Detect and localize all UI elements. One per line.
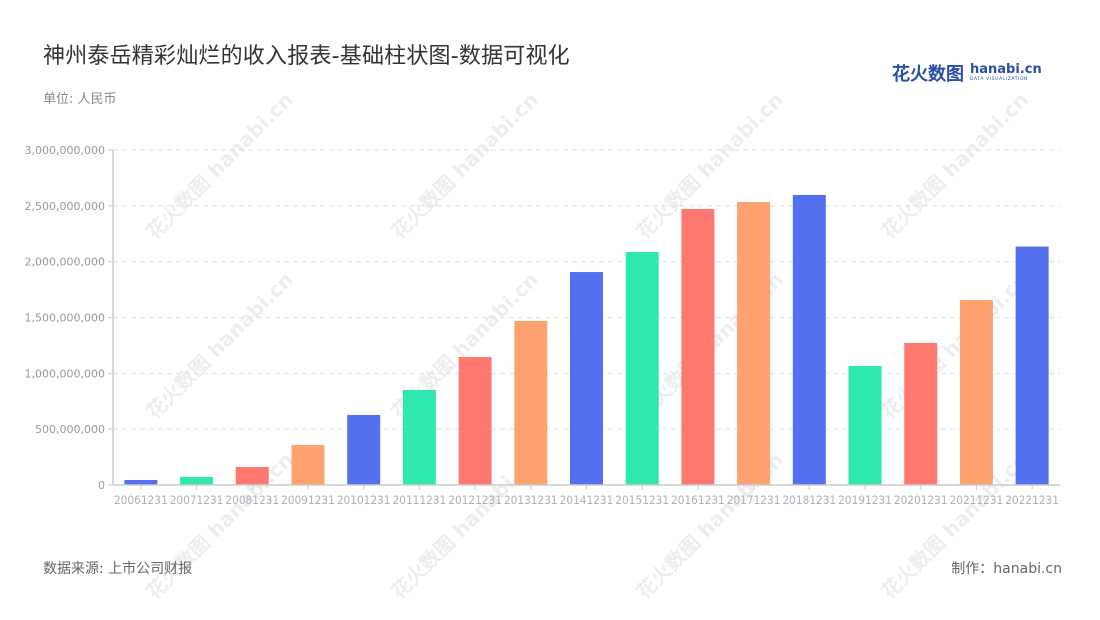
chart-title: 神州泰岳精彩灿烂的收入报表-基础柱状图-数据可视化 bbox=[43, 44, 570, 69]
x-tick-label: 20141231 bbox=[560, 493, 614, 507]
y-tick-label: 2,000,000,000 bbox=[25, 256, 105, 269]
x-tick-label: 20201231 bbox=[894, 493, 948, 507]
bar[interactable] bbox=[458, 357, 492, 485]
bar[interactable] bbox=[1015, 246, 1049, 485]
x-tick-label: 20101231 bbox=[337, 493, 391, 507]
y-tick-label: 2,500,000,000 bbox=[25, 200, 105, 213]
x-tick-label: 20091231 bbox=[281, 493, 335, 507]
brand-logo: 花火数图 hanabi.cn DATA VISUALIZATION bbox=[892, 60, 1042, 86]
bar[interactable] bbox=[848, 365, 882, 485]
data-source: 数据来源: 上市公司财报 bbox=[43, 561, 193, 577]
bar[interactable] bbox=[959, 299, 993, 485]
bar[interactable] bbox=[792, 195, 826, 486]
bar[interactable] bbox=[681, 208, 715, 485]
y-tick-label: 0 bbox=[98, 479, 105, 492]
x-tick-label: 20191231 bbox=[838, 493, 892, 507]
bar[interactable] bbox=[291, 445, 325, 485]
unit-label: 单位: 人民币 bbox=[43, 92, 117, 107]
logo-en-block: hanabi.cn DATA VISUALIZATION bbox=[970, 63, 1042, 83]
y-tick-label: 1,000,000,000 bbox=[25, 367, 105, 380]
logo-cn-text: 花火数图 bbox=[892, 64, 964, 85]
y-tick-label: 3,000,000,000 bbox=[25, 144, 105, 157]
bar[interactable] bbox=[402, 389, 436, 485]
bar[interactable] bbox=[904, 342, 938, 485]
x-tick-label: 20221231 bbox=[1005, 493, 1059, 507]
logo-en-text: hanabi.cn bbox=[970, 62, 1042, 78]
x-tick-label: 20171231 bbox=[727, 493, 781, 507]
x-tick-label: 20131231 bbox=[504, 493, 558, 507]
y-tick-label: 500,000,000 bbox=[35, 423, 105, 436]
bar[interactable] bbox=[347, 414, 381, 485]
x-tick-label: 20061231 bbox=[114, 493, 168, 507]
credit: 制作：hanabi.cn bbox=[951, 561, 1062, 577]
bar[interactable] bbox=[737, 202, 771, 485]
bar[interactable] bbox=[180, 476, 214, 485]
bar[interactable] bbox=[124, 479, 158, 485]
logo-tagline: DATA VISUALIZATION bbox=[970, 77, 1029, 83]
y-tick-label: 1,500,000,000 bbox=[25, 312, 105, 325]
x-tick-label: 20151231 bbox=[615, 493, 669, 507]
x-tick-label: 20111231 bbox=[393, 493, 447, 507]
x-tick-label: 20081231 bbox=[225, 493, 279, 507]
bar[interactable] bbox=[514, 320, 548, 485]
bar[interactable] bbox=[235, 467, 269, 485]
x-tick-label: 20071231 bbox=[170, 493, 224, 507]
bar[interactable] bbox=[570, 272, 603, 485]
x-tick-label: 20211231 bbox=[950, 493, 1004, 507]
x-tick-label: 20161231 bbox=[671, 493, 725, 507]
bar[interactable] bbox=[625, 252, 659, 485]
x-tick-label: 20121231 bbox=[448, 493, 502, 507]
x-tick-label: 20181231 bbox=[782, 493, 836, 507]
